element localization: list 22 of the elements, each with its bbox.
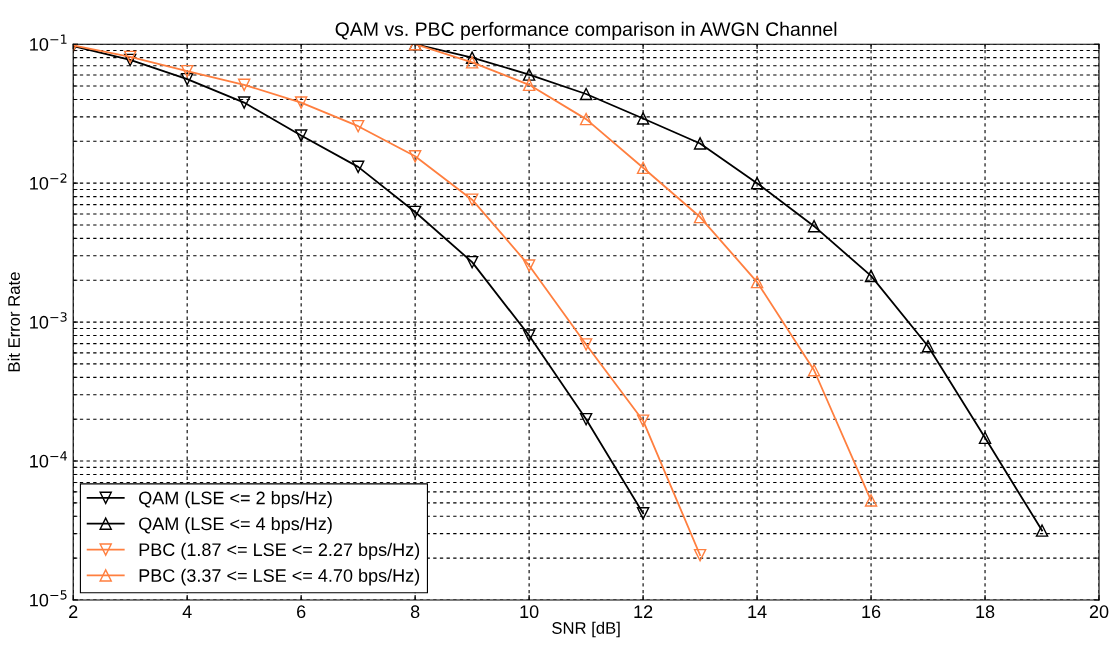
x-tick-label: 14	[748, 605, 767, 618]
y-tick-label: 10$^{−2}$	[30, 173, 67, 190]
legend-label: QAM (LSE <= 4 bps/Hz)	[139, 516, 332, 534]
x-tick-label: 20	[1089, 605, 1109, 619]
x-tick-label: 6	[297, 605, 306, 619]
chart-title: QAM vs. PBC performance comparison in AWGN Channel	[335, 21, 837, 40]
y-tick-label: 10$^{−4}$	[30, 451, 67, 468]
x-tick-label: 12	[634, 605, 653, 618]
legend-label: PBC (3.37 <= LSE <= 4.70 bps/Hz)	[139, 568, 420, 586]
legend-label: PBC (1.87 <= LSE <= 2.27 bps/Hz)	[139, 542, 420, 560]
x-tick-label: 4	[182, 605, 192, 618]
x-tick-label: 16	[862, 605, 881, 619]
y-axis-title: Bit Error Rate	[7, 272, 20, 372]
x-tick-label: 2	[69, 605, 78, 618]
x-tick-label: 8	[410, 605, 420, 619]
y-tick-label: 10$^{−3}$	[30, 312, 67, 329]
legend-label: QAM (LSE <= 2 bps/Hz)	[139, 491, 332, 508]
y-tick-label: 10$^{−5}$	[30, 590, 67, 607]
x-tick-label: 10	[520, 605, 539, 619]
y-tick-label: 10$^{−1}$	[30, 34, 67, 51]
x-axis-title: SNR [dB]	[552, 621, 620, 638]
x-tick-label: 18	[976, 605, 995, 619]
